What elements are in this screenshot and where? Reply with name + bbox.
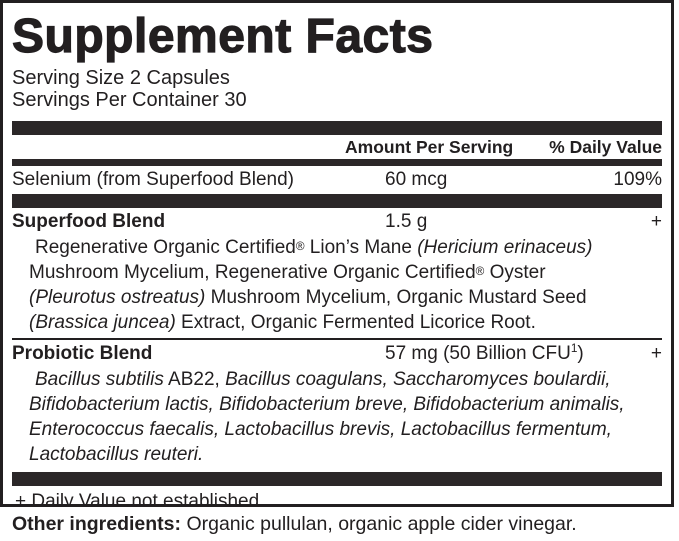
ingredient-line: Regenerative Organic Certified® Lion’s M… xyxy=(35,237,593,258)
other-ingredients: Other ingredients: Organic pullulan, org… xyxy=(12,513,577,536)
ingredient-line: Enterococcus faecalis, Lactobacillus bre… xyxy=(29,419,612,440)
servings-per-container: Servings Per Container 30 xyxy=(12,89,247,111)
ingredient-line: Bacillus subtilis AB22, Bacillus coagula… xyxy=(35,369,611,390)
daily-value-header: % Daily Value xyxy=(549,136,662,157)
divider-bar-thick xyxy=(12,194,662,208)
blend-name: Probiotic Blend xyxy=(12,342,153,364)
divider-bar-thick xyxy=(12,121,662,135)
ingredient-line: Lactobacillus reuteri. xyxy=(29,444,204,465)
amount-per-serving-header: Amount Per Serving xyxy=(345,136,514,157)
divider-bar-medium xyxy=(12,159,662,166)
other-ingredients-label: Other ingredients: xyxy=(12,513,182,535)
ingredient-line: Bifidobacterium lactis, Bifidobacterium … xyxy=(29,394,625,415)
blend-amount: 57 mg (50 Billion CFU1) xyxy=(385,341,584,364)
nutrient-name: Selenium (from Superfood Blend) xyxy=(12,169,294,190)
serving-size: Serving Size 2 Capsules xyxy=(12,67,230,89)
superfood-blend-ingredients: Regenerative Organic Certified® Lion’s M… xyxy=(12,235,662,335)
ingredient-line: Mushroom Mycelium, Regenerative Organic … xyxy=(29,262,546,283)
serving-info: Serving Size 2 Capsules Servings Per Con… xyxy=(12,67,662,111)
blend-row-superfood: Superfood Blend 1.5 g + xyxy=(12,208,662,235)
daily-value-footnote: + Daily Value not established. xyxy=(15,491,265,507)
panel-title: Supplement Facts xyxy=(11,10,434,63)
divider-bar-thick xyxy=(12,472,662,486)
probiotic-blend-ingredients: Bacillus subtilis AB22, Bacillus coagula… xyxy=(12,367,662,467)
blend-daily-value-symbol: + xyxy=(650,342,662,364)
ingredient-line: (Brassica juncea) Extract, Organic Ferme… xyxy=(29,312,536,333)
nutrient-amount: 60 mcg xyxy=(385,169,448,190)
divider-hairline xyxy=(12,338,662,340)
blend-amount: 1.5 g xyxy=(385,210,428,232)
nutrient-daily-value: 109% xyxy=(613,169,662,190)
columns-header-row: Amount Per Serving % Daily Value xyxy=(12,135,662,159)
ingredient-line: (Pleurotus ostreatus) Mushroom Mycelium,… xyxy=(29,287,587,308)
supplement-facts-panel: Supplement Facts Serving Size 2 Capsules… xyxy=(0,0,674,507)
nutrient-row-selenium: Selenium (from Superfood Blend) 60 mcg 1… xyxy=(12,166,662,194)
blend-name: Superfood Blend xyxy=(12,210,166,232)
other-ingredients-text: Organic pullulan, organic apple cider vi… xyxy=(181,513,577,535)
blend-daily-value-symbol: + xyxy=(650,210,662,232)
blend-row-probiotic: Probiotic Blend 57 mg (50 Billion CFU1) … xyxy=(12,340,662,367)
